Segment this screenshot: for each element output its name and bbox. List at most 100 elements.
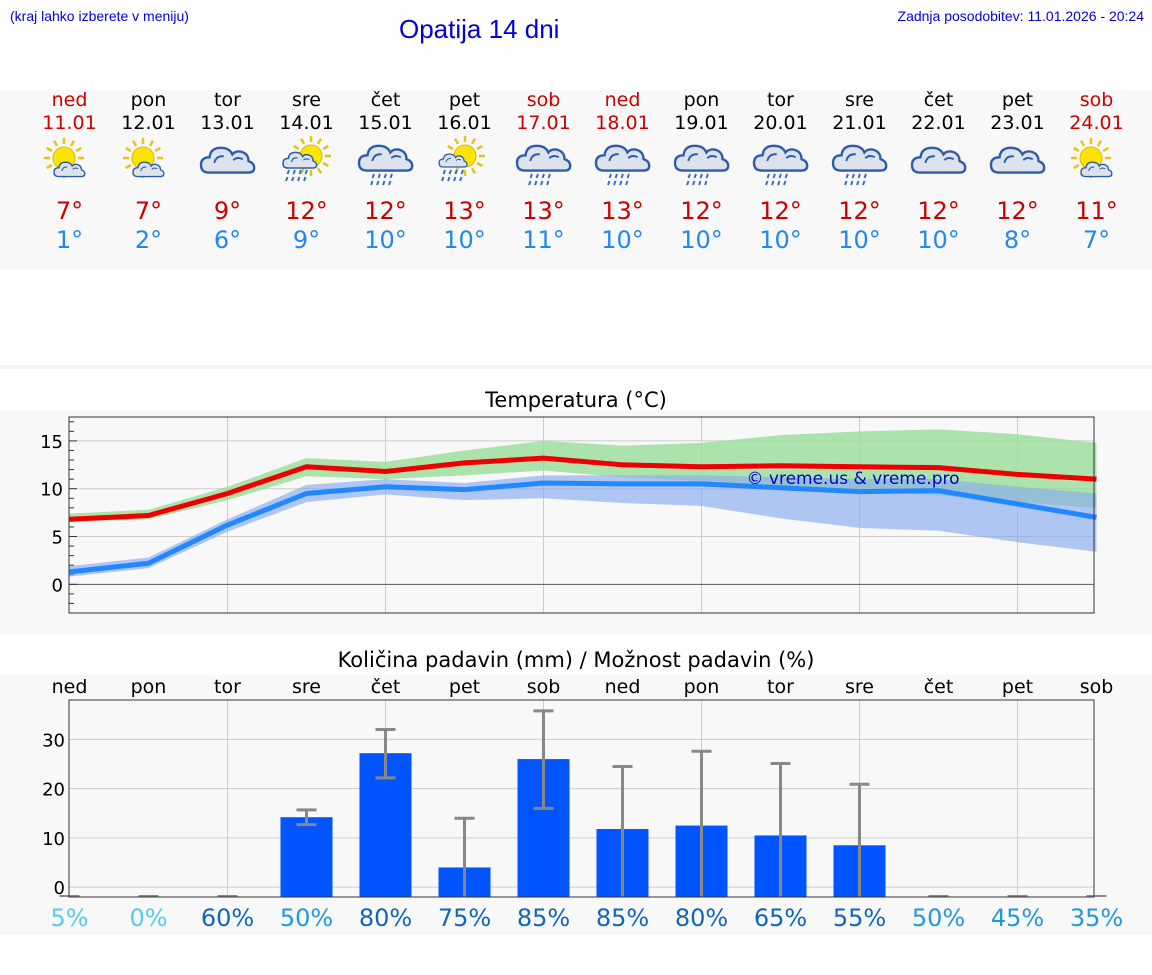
precip-probability: 75% [437, 904, 492, 932]
min-temp-range-band [69, 475, 1097, 577]
day-date: 17.01 [516, 112, 571, 134]
day-date: 21.01 [832, 112, 887, 134]
max-temp-range-band [69, 429, 1097, 523]
day-name: ned [604, 89, 641, 111]
day-date: 12.01 [121, 112, 176, 134]
day-name: tor [767, 89, 794, 111]
cloud-rain-icon [514, 136, 574, 196]
precip-probability: 0% [129, 904, 168, 932]
precip-day-label: pon [130, 676, 167, 698]
precip-day-label: tor [214, 676, 241, 698]
day-date: 18.01 [595, 112, 650, 134]
temperature-chart: 0 5 10 15 © vreme.us & vreme.pro [40, 416, 1097, 614]
day-name: ned [51, 89, 88, 111]
day-date: 14.01 [279, 112, 334, 134]
temp-max: 12° [680, 197, 723, 225]
page-title: Opatija 14 dni [399, 14, 560, 44]
precip-probability: 85% [595, 904, 650, 932]
day-date: 20.01 [753, 112, 808, 134]
temp-ytick-label: 5 [52, 528, 63, 549]
day-name: pet [1001, 89, 1034, 111]
temp-max: 12° [917, 197, 960, 225]
precip-plot-area [69, 700, 1094, 897]
temp-min: 7° [1082, 226, 1111, 254]
precipitation-chart-title: Količina padavin (mm) / Možnost padavin … [337, 648, 815, 672]
temp-ytick-label: 15 [40, 432, 63, 453]
temp-min: 9° [292, 226, 321, 254]
precip-probability: 80% [358, 904, 413, 932]
temp-max: 12° [996, 197, 1039, 225]
day-date: 23.01 [990, 112, 1045, 134]
cloudy-icon [198, 136, 258, 196]
temp-max: 7° [55, 197, 84, 225]
cloudy-icon [909, 136, 969, 196]
temp-min: 6° [213, 226, 242, 254]
cloud-rain-icon [751, 136, 811, 196]
temp-max: 13° [601, 197, 644, 225]
precipitation-chart: 0 10 20 30 [42, 699, 1107, 899]
max-temp-line [69, 455, 1097, 522]
spacer-band [0, 270, 1152, 369]
precip-probability: 60% [200, 904, 255, 932]
sun-cloud-rain-icon [277, 136, 337, 196]
temp-max: 12° [759, 197, 802, 225]
sun-cloud-icon [119, 136, 179, 196]
temp-min: 10° [601, 226, 644, 254]
day-date: 16.01 [437, 112, 492, 134]
precip-ytick-label: 20 [42, 780, 65, 801]
day-name: sob [526, 89, 561, 111]
sun-cloud-icon [40, 136, 100, 196]
day-name: tor [214, 89, 241, 111]
temp-min: 1° [55, 226, 84, 254]
precip-ytick-label: 0 [54, 878, 65, 899]
cloud-rain-icon [672, 136, 732, 196]
temp-min: 10° [917, 226, 960, 254]
day-date: 22.01 [911, 112, 966, 134]
temp-min: 10° [364, 226, 407, 254]
forecast-strip [0, 90, 1152, 270]
temperature-chart-title: Temperatura (°C) [485, 388, 667, 412]
precip-ytick-label: 10 [42, 829, 65, 850]
cloud-rain-icon [356, 136, 416, 196]
day-date: 11.01 [42, 112, 97, 134]
day-date: 24.01 [1069, 112, 1124, 134]
precip-day-label: pon [683, 676, 720, 698]
temp-max: 13° [443, 197, 486, 225]
temp-min: 10° [680, 226, 723, 254]
min-temp-line [69, 480, 1097, 575]
precip-probability: 50% [911, 904, 966, 932]
temp-min: 8° [1003, 226, 1032, 254]
day-name: čet [370, 89, 401, 111]
day-name: čet [923, 89, 954, 111]
precip-day-label: čet [370, 676, 401, 698]
precip-day-label: ned [51, 676, 88, 698]
precip-probability: 55% [832, 904, 887, 932]
day-date: 15.01 [358, 112, 413, 134]
day-name: sre [292, 89, 321, 111]
precip-probability: 80% [674, 904, 729, 932]
day-name: sob [1079, 89, 1114, 111]
temp-min: 10° [838, 226, 881, 254]
temp-max: 7° [134, 197, 163, 225]
temp-max: 11° [1075, 197, 1118, 225]
precip-probability: 35% [1069, 904, 1124, 932]
day-name: pon [683, 89, 720, 111]
precip-probability: 85% [516, 904, 571, 932]
precip-day-label: čet [923, 676, 954, 698]
temp-ytick-label: 0 [52, 575, 63, 596]
day-date: 13.01 [200, 112, 255, 134]
temp-max: 13° [522, 197, 565, 225]
precip-bar [280, 817, 333, 897]
temp-max: 12° [285, 197, 328, 225]
precip-day-label: ned [604, 676, 641, 698]
temp-min: 10° [759, 226, 802, 254]
temp-ytick-label: 10 [40, 480, 63, 501]
precip-ytick-label: 30 [42, 730, 65, 751]
last-update: Zadnja posodobitev: 11.01.2026 - 20:24 [897, 8, 1144, 24]
temp-max: 12° [838, 197, 881, 225]
day-name: pet [448, 89, 481, 111]
cloudy-icon [988, 136, 1048, 196]
precip-probability: 65% [753, 904, 808, 932]
cloud-rain-icon [830, 136, 890, 196]
precip-probability: 50% [279, 904, 334, 932]
